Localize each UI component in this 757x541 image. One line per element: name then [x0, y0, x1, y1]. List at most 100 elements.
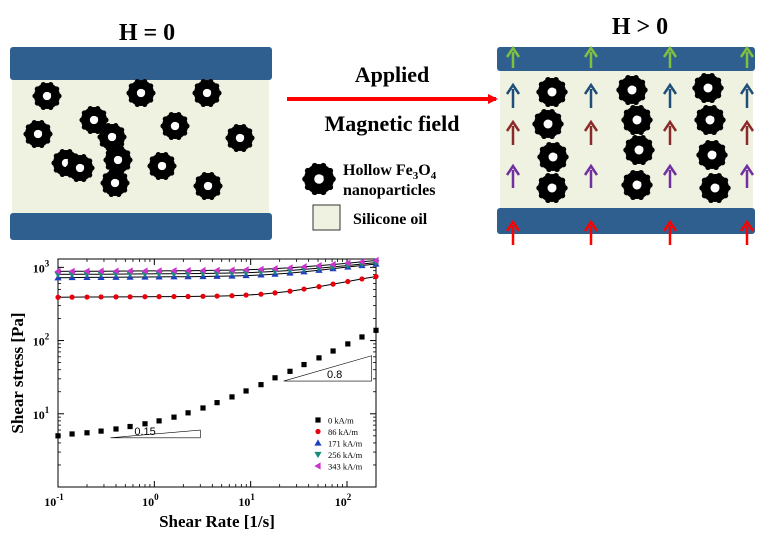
- left-bottom-plate: [10, 213, 272, 240]
- chain-particle: [692, 72, 724, 104]
- data-point: [372, 256, 379, 265]
- data-point: [358, 258, 365, 266]
- legend-hollow-particle: [302, 162, 336, 196]
- legend-marker: [315, 428, 321, 435]
- data-point: [359, 276, 365, 282]
- x-tick-label: 10-1: [44, 492, 64, 509]
- data-point: [171, 414, 177, 420]
- data-point: [229, 394, 235, 400]
- field-arrow-icon: [662, 82, 678, 108]
- chain-particle: [621, 169, 653, 201]
- data-point: [155, 267, 162, 275]
- data-point: [98, 428, 104, 434]
- series-0: [55, 327, 379, 439]
- right-bottom-plate: [497, 208, 755, 234]
- hollow-particle: [100, 169, 130, 197]
- slope-triangle: [110, 429, 201, 439]
- legend-entry: 86 kA/m: [328, 427, 358, 437]
- data-point: [373, 327, 379, 333]
- chart-ticks: 10-1 100 101 102 101 102 103: [33, 258, 377, 509]
- chart-xlabel: Shear Rate [1/s]: [159, 512, 275, 531]
- chain-particle: [537, 141, 569, 173]
- chain-particle: [536, 172, 568, 204]
- data-point: [258, 291, 264, 297]
- field-arrow-icon: [662, 119, 678, 145]
- data-point: [141, 267, 148, 275]
- data-point: [287, 288, 293, 294]
- data-point: [286, 264, 293, 272]
- legend-marker: [314, 451, 322, 459]
- data-point: [287, 368, 293, 374]
- data-point: [185, 410, 191, 416]
- legend-oil-label: Silicone oil: [353, 211, 428, 228]
- data-point: [127, 294, 133, 300]
- chain-particle: [616, 74, 648, 106]
- slope-triangle: [283, 355, 372, 382]
- chain-particle: [623, 134, 655, 166]
- data-point: [171, 293, 177, 300]
- data-point: [214, 293, 220, 299]
- legend-entry: 0 kA/m: [328, 416, 354, 426]
- hollow-particle: [225, 124, 255, 152]
- data-point: [271, 265, 278, 273]
- field-arrow-icon: [583, 163, 599, 188]
- hollow-particle: [126, 79, 156, 107]
- right-top-plate: [497, 47, 755, 71]
- data-point: [330, 281, 336, 287]
- field-arrow-icon: [505, 119, 521, 145]
- hollow-particle: [79, 106, 109, 134]
- data-point: [315, 262, 322, 270]
- data-point: [142, 421, 148, 427]
- chain-particle: [532, 108, 564, 140]
- data-point: [69, 431, 75, 437]
- field-arrow-icon: [583, 45, 599, 68]
- field-arrow-icon: [505, 45, 521, 68]
- data-point: [84, 294, 90, 300]
- chart-ylabel: Shear stress [Pa]: [8, 312, 27, 433]
- data-point: [301, 361, 307, 368]
- data-point: [55, 433, 61, 439]
- left-panel-title: H = 0: [119, 20, 175, 46]
- field-arrow-icon: [662, 219, 678, 245]
- data-point: [54, 267, 61, 276]
- data-point: [229, 293, 235, 299]
- right-panel: H > 0: [497, 14, 755, 245]
- data-point: [359, 334, 365, 340]
- data-point: [200, 293, 206, 299]
- field-line-arrows: [505, 45, 755, 245]
- legend-marker: [314, 439, 322, 446]
- field-arrow-icon: [583, 119, 599, 145]
- legend-oil-swatch: [312, 204, 341, 231]
- hollow-particle: [97, 123, 127, 151]
- right-particle-chains: [532, 72, 731, 204]
- data-point: [258, 382, 264, 388]
- chain-particle: [699, 172, 731, 204]
- field-arrow-icon: [739, 45, 755, 68]
- data-point: [113, 294, 119, 300]
- legend-entry: 256 kA/m: [328, 450, 363, 460]
- data-point: [55, 294, 61, 300]
- field-arrow-icon: [739, 163, 755, 188]
- data-point: [83, 267, 90, 275]
- data-point: [98, 294, 104, 300]
- data-point: [373, 273, 379, 280]
- chain-particle: [696, 139, 728, 171]
- series-4: [54, 256, 379, 276]
- data-point: [185, 293, 191, 300]
- data-point: [170, 267, 177, 275]
- hollow-particle: [23, 120, 53, 148]
- data-point: [330, 348, 336, 354]
- field-arrow-icon: [583, 82, 599, 108]
- data-point: [316, 284, 322, 290]
- field-arrow-icon: [739, 219, 755, 245]
- data-point: [344, 259, 351, 267]
- chain-particle: [694, 104, 726, 136]
- left-top-plate: [10, 47, 272, 80]
- hollow-particle: [147, 152, 177, 180]
- data-point: [199, 266, 206, 275]
- field-arrow-icon: [505, 82, 521, 108]
- data-point: [228, 266, 235, 274]
- data-point: [200, 405, 206, 411]
- left-panel: H = 0: [10, 20, 272, 240]
- data-point: [69, 294, 75, 300]
